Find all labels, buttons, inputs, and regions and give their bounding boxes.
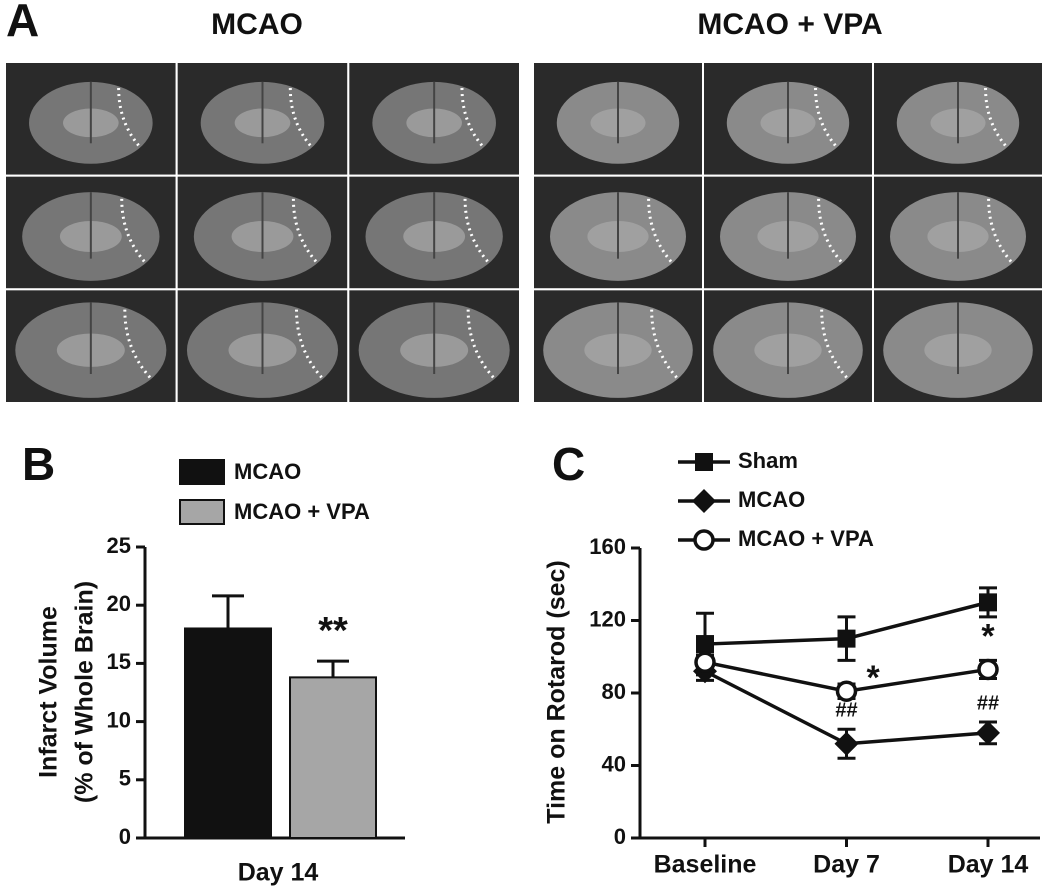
x-tick-label: Day 14	[948, 851, 1029, 879]
marker	[696, 635, 714, 654]
y-tick-label: 0	[119, 824, 131, 849]
infarct-outline	[294, 309, 325, 380]
annotation: ##	[977, 692, 999, 714]
annotation: ##	[835, 700, 857, 722]
infarct-outline	[463, 198, 491, 265]
x-axis-label: Day 14	[238, 859, 319, 887]
legend-label: MCAO + VPA	[234, 499, 370, 524]
infarct-outline	[460, 88, 485, 149]
y-tick-label: 160	[589, 534, 626, 559]
marker	[694, 651, 716, 673]
panel-label: C	[552, 438, 585, 490]
marker	[976, 720, 1000, 745]
infarct-outline	[814, 88, 839, 149]
y-tick-label: 40	[602, 751, 626, 776]
infarct-outline	[120, 198, 147, 265]
panel-label: A	[6, 0, 39, 46]
marker	[692, 489, 716, 513]
infarct-outline	[820, 309, 849, 380]
infarct-outline	[288, 88, 314, 149]
infarct-outline	[984, 88, 1009, 149]
y-tick-label: 15	[107, 649, 131, 674]
legend-label: Sham	[738, 448, 798, 473]
x-tick-label: Baseline	[654, 851, 757, 879]
legend-label: MCAO + VPA	[738, 526, 874, 551]
y-tick-label: 10	[107, 707, 131, 732]
infarct-outline	[291, 198, 319, 265]
marker	[979, 593, 997, 612]
legend-label: MCAO	[234, 459, 301, 484]
y-tick-label: 120	[589, 606, 626, 631]
group-title: MCAO	[211, 8, 303, 41]
bar	[289, 676, 377, 839]
marker	[834, 731, 859, 756]
y-tick-label: 5	[119, 766, 131, 791]
infarct-outline	[987, 198, 1014, 265]
marker	[695, 453, 713, 471]
annotation: **	[318, 610, 348, 652]
y-tick-label: 25	[107, 533, 131, 558]
legend-label: MCAO	[738, 487, 805, 512]
marker	[977, 658, 999, 681]
legend-swatch	[179, 459, 225, 485]
annotation: *	[981, 617, 995, 655]
infarct-outline	[647, 198, 674, 265]
infarct-outline	[817, 198, 844, 265]
y-tick-label: 80	[602, 679, 626, 704]
legend-swatch	[179, 499, 225, 525]
infarct-outline	[123, 309, 153, 380]
y-tick-label: 20	[107, 591, 131, 616]
y-axis-label: (% of Whole Brain)	[71, 581, 99, 803]
y-tick-label: 0	[614, 824, 626, 849]
panel-label: B	[22, 438, 55, 490]
y-axis-label: Time on Rotarod (sec)	[543, 560, 571, 823]
annotation: *	[867, 659, 881, 697]
mri-panels	[4, 61, 1044, 405]
marker	[837, 629, 856, 648]
x-tick-label: Day 7	[813, 851, 880, 879]
group-title: MCAO + VPA	[697, 8, 882, 41]
bar	[184, 627, 272, 839]
marker	[693, 529, 715, 551]
infarct-outline	[466, 309, 496, 380]
y-axis-label: Infarct Volume	[35, 606, 63, 778]
infarct-outline	[650, 309, 679, 380]
marker	[835, 680, 858, 702]
infarct-outline	[117, 88, 142, 149]
